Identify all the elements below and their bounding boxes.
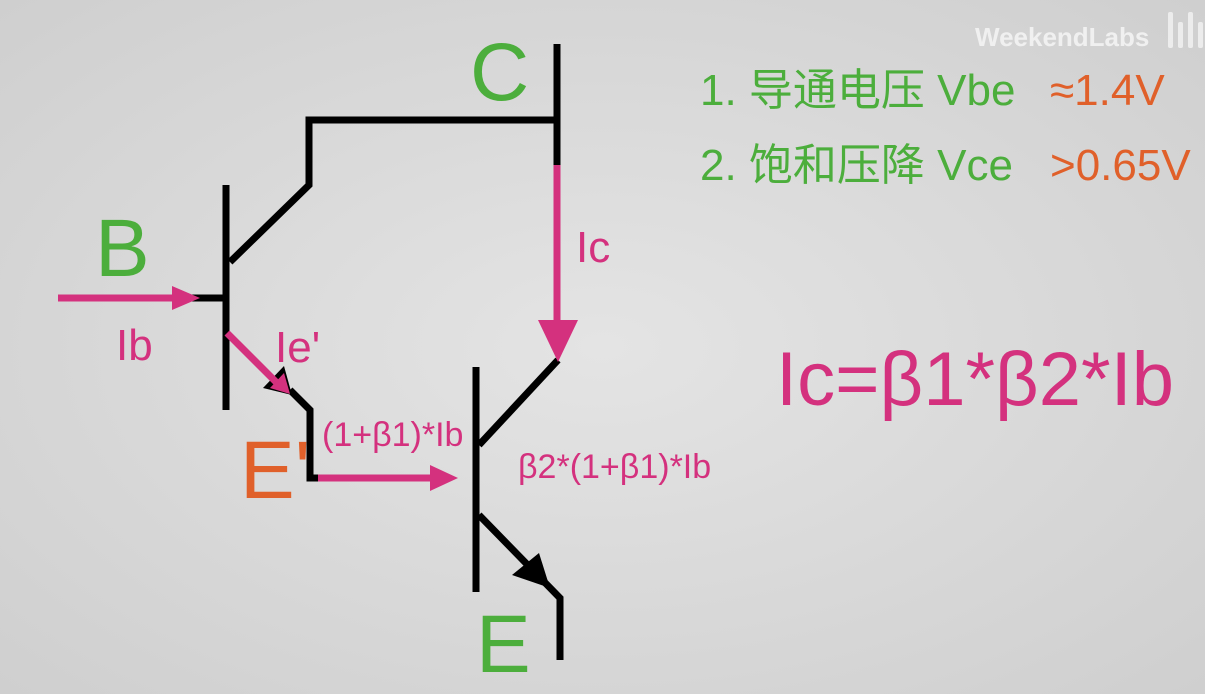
ic-arrowhead <box>538 320 578 362</box>
mid-current-label: (1+β1)*Ib <box>322 416 463 454</box>
out-current-label: β2*(1+β1)*Ib <box>518 448 711 486</box>
q1-collector-wire <box>227 116 557 265</box>
q2-emitter-wire <box>476 512 564 660</box>
gain-formula: Ic=β1*β2*Ib <box>776 337 1174 422</box>
ie-prime-label: Ie' <box>275 323 320 372</box>
q2-collector-diag <box>476 357 561 448</box>
note-1-label: 1. 导通电压 Vbe <box>700 66 1015 115</box>
bilibili-logo-icon <box>1168 12 1203 48</box>
q2-emitter-arrowhead <box>512 553 550 588</box>
ie-arrow-line <box>224 330 279 385</box>
ic-label: Ic <box>576 223 610 272</box>
ib-label: Ib <box>116 321 153 370</box>
emitter-label: E <box>476 599 531 690</box>
note-2-label: 2. 饱和压降 Vce <box>700 141 1013 190</box>
base-label: B <box>95 203 150 294</box>
note-2-value: >0.65V <box>1050 141 1191 190</box>
collector-label: C <box>470 27 529 118</box>
watermark-text: WeekendLabs <box>975 22 1149 52</box>
inner-emitter-label: E' <box>240 425 310 516</box>
mid-arrowhead <box>430 465 458 491</box>
ie-arrowhead <box>270 373 290 394</box>
note-1-value: ≈1.4V <box>1050 66 1165 115</box>
current-arrows <box>58 165 561 482</box>
ib-arrowhead <box>172 286 200 310</box>
